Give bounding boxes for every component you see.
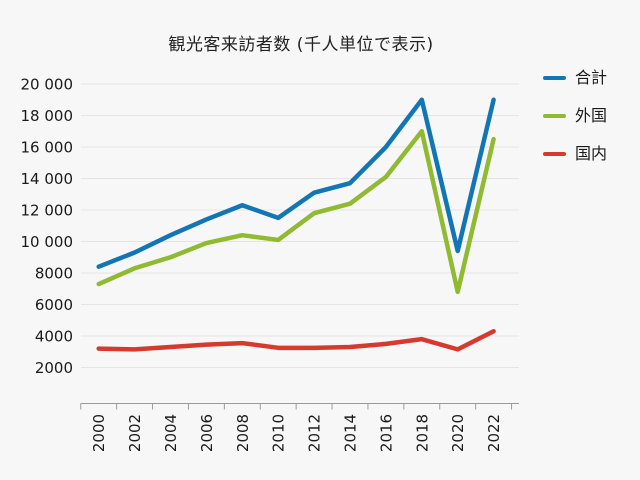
x-tick-label: 2000	[90, 414, 108, 452]
x-tick-label: 2006	[198, 414, 216, 452]
y-tick-label: 18 000	[21, 107, 74, 125]
legend-label-foreign: 外国	[575, 106, 608, 125]
chart-title: 観光客来訪者数 (千人単位で表示)	[168, 35, 434, 55]
y-tick-label: 20 000	[21, 76, 74, 94]
x-tick-label: 2020	[449, 414, 467, 452]
x-tick-label: 2010	[270, 414, 288, 452]
legend-item-foreign: 外国	[543, 108, 607, 124]
series-line-1	[96, 129, 496, 295]
legend-label-total: 合計	[575, 68, 608, 87]
series-line-2	[96, 329, 496, 352]
x-tick-label: 2004	[162, 414, 180, 452]
legend-swatch-foreign	[543, 114, 566, 118]
legend-item-domestic: 国内	[543, 146, 607, 162]
y-tick-label: 10 000	[21, 233, 74, 251]
x-tick-label: 2022	[485, 414, 503, 452]
legend: 合計 外国 国内	[543, 70, 607, 162]
y-tick-label: 14 000	[21, 170, 74, 188]
y-tick-label: 2000	[35, 359, 73, 377]
legend-item-total: 合計	[543, 70, 607, 86]
legend-swatch-domestic	[543, 152, 566, 156]
y-tick-label: 6000	[35, 296, 73, 314]
y-tick-label: 8000	[35, 265, 73, 283]
y-tick-label: 4000	[35, 328, 73, 346]
series-line-0	[96, 97, 496, 269]
legend-swatch-total	[543, 76, 566, 80]
x-tick-label: 2002	[126, 414, 144, 452]
x-tick-label: 2012	[306, 414, 324, 452]
y-tick-label: 12 000	[21, 202, 74, 220]
x-tick-label: 2014	[342, 414, 360, 452]
y-tick-label: 16 000	[21, 139, 74, 157]
x-tick-label: 2016	[377, 414, 395, 452]
x-tick-label: 2008	[234, 414, 252, 452]
x-tick-label: 2018	[413, 414, 431, 452]
legend-label-domestic: 国内	[575, 144, 608, 163]
